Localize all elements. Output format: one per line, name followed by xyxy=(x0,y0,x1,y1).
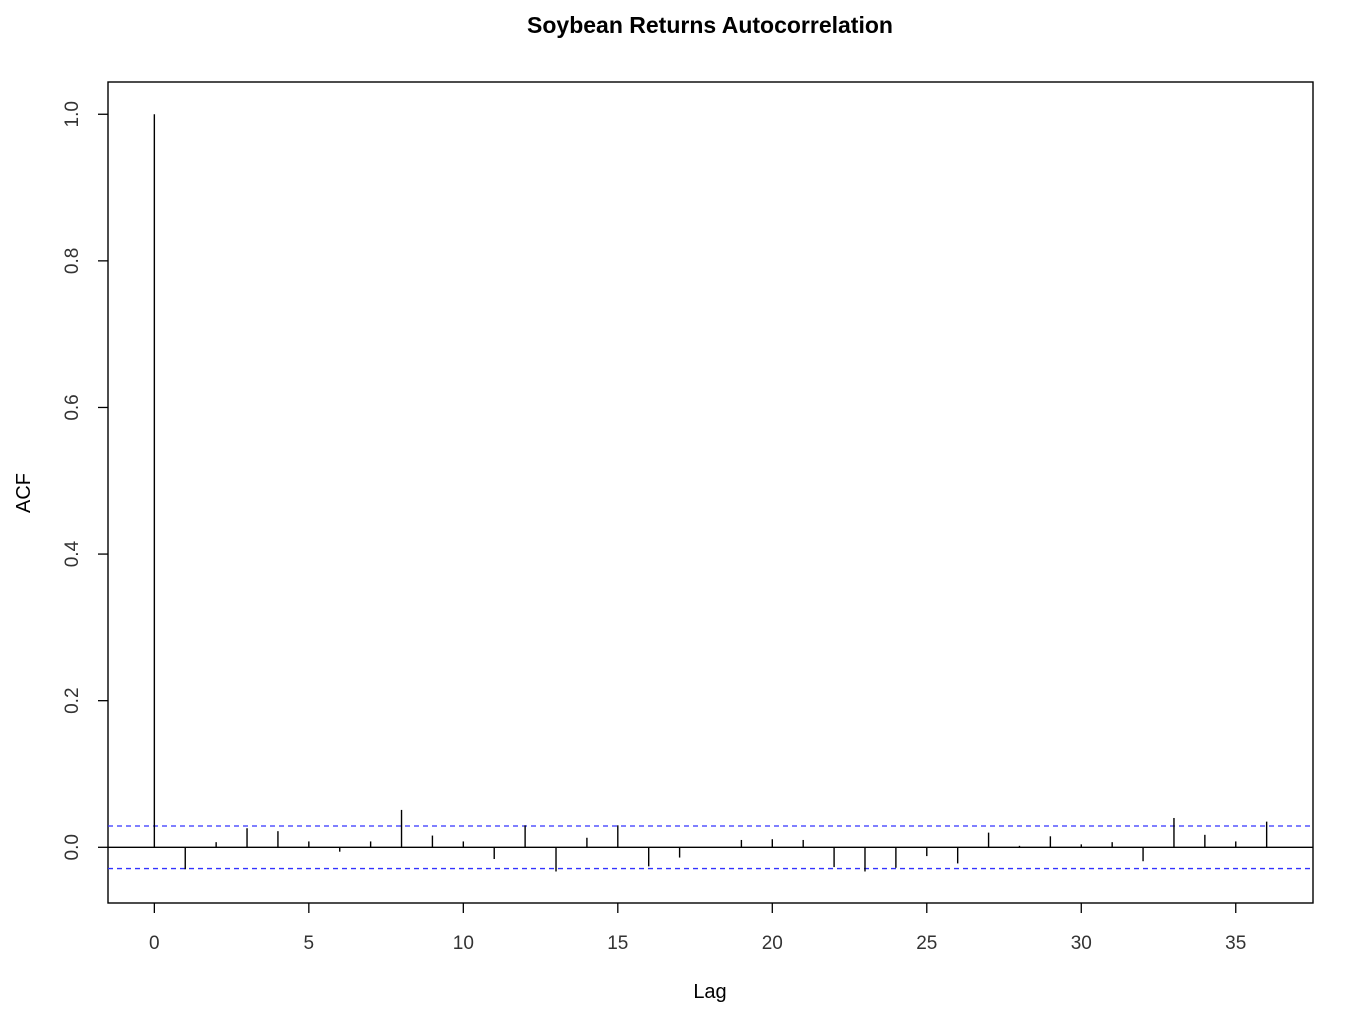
y-axis-label: ACF xyxy=(13,473,35,513)
y-tick-label: 1.0 xyxy=(62,101,83,127)
x-tick-label: 15 xyxy=(607,933,628,954)
plot-frame xyxy=(107,81,1314,904)
x-tick-label: 25 xyxy=(916,933,937,954)
y-tick-label: 0.4 xyxy=(62,540,83,567)
x-tick-label: 30 xyxy=(1071,933,1092,954)
x-axis-label: Lag xyxy=(693,981,726,1003)
x-tick-label: 20 xyxy=(762,933,783,954)
y-tick-label: 0.0 xyxy=(62,834,83,860)
x-tick-label: 10 xyxy=(453,933,474,954)
plot-marks xyxy=(108,114,1313,872)
y-tick-label: 0.8 xyxy=(62,248,83,274)
y-axis: 0.0 0.2 0.4 0.6 0.8 1.0 xyxy=(62,101,108,861)
y-tick-label: 0.2 xyxy=(62,687,83,713)
x-tick-label: 5 xyxy=(304,933,315,954)
y-tick-label: 0.6 xyxy=(62,394,83,420)
x-tick-label: 35 xyxy=(1225,933,1246,954)
x-tick-label: 0 xyxy=(149,933,160,954)
x-axis: 0 5 10 15 20 25 30 35 xyxy=(149,903,1246,954)
chart-title: Soybean Returns Autocorrelation xyxy=(527,12,893,38)
